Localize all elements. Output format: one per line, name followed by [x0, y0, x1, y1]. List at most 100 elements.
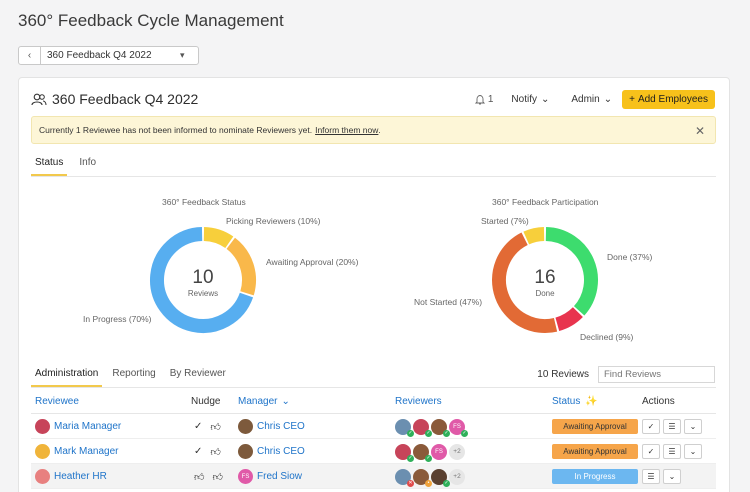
donut-center-number: 16: [534, 267, 555, 288]
bell-icon: [474, 95, 485, 105]
cycle-selector[interactable]: ‹ 360 Feedback Q4 2022 ▾: [18, 46, 199, 65]
avatar: ✓: [395, 418, 414, 437]
sparkle-icon: ✨: [585, 396, 598, 407]
avatar: ✓: [395, 443, 414, 462]
thumbs-up-icon[interactable]: 👍︎: [210, 446, 221, 458]
donut-slice-declined[interactable]: [555, 307, 583, 332]
avatar: ✓: [413, 443, 432, 462]
tab-info[interactable]: Info: [79, 157, 97, 168]
list-button[interactable]: ☰: [663, 444, 681, 459]
more-reviewers[interactable]: +2: [449, 443, 465, 460]
thumbs-up-outline-icon[interactable]: 👍︎: [194, 471, 205, 483]
close-icon[interactable]: ✕: [694, 124, 705, 138]
avatar: ✓: [431, 418, 450, 437]
reviewee-cell: Heather HR: [35, 464, 107, 489]
col-status[interactable]: Status ✨: [552, 396, 598, 407]
more-dropdown-button[interactable]: ⌄: [663, 469, 681, 484]
col-status-label: Status: [552, 396, 581, 407]
participation-label-not-started: Not Started (47%): [414, 297, 483, 307]
col-reviewers: Reviewers: [395, 396, 442, 407]
avatar-initials: FS: [241, 473, 250, 480]
more-dropdown-button[interactable]: ⌄: [684, 444, 702, 459]
reviewee-name[interactable]: Mark Manager: [54, 446, 119, 457]
tab-by-reviewer[interactable]: By Reviewer: [169, 368, 226, 379]
col-manager[interactable]: Manager ⌄: [238, 396, 290, 407]
admin-menu[interactable]: Admin ⌄: [571, 94, 612, 105]
donut-slice-in-progress[interactable]: [150, 227, 254, 333]
table-tabs: Administration Reporting By Reviewer: [31, 364, 716, 388]
cycle-selector-value: 360 Feedback Q4 2022: [47, 50, 152, 61]
donut-slice-started[interactable]: [523, 227, 545, 245]
tab-status[interactable]: Status: [31, 154, 68, 176]
status-badge: Awaiting Approval: [552, 419, 638, 434]
list-button[interactable]: ☰: [663, 419, 681, 434]
status-cell: In Progress: [552, 464, 638, 489]
avatar: [238, 444, 253, 459]
status-label-picking: Picking Reviewers (10%): [226, 216, 321, 226]
table-row[interactable]: Maria Manager ✓ 👍︎ Chris CEO ✓ ✓ ✓ FS ✓ A…: [31, 414, 716, 439]
actions-cell: ☰ ⌄: [642, 464, 681, 489]
table-row[interactable]: Mark Manager ✓ 👍︎ Chris CEO ✓ ✓ FS +2 Aw…: [31, 439, 716, 464]
tab-administration[interactable]: Administration: [31, 364, 103, 387]
donut-slice-not-started[interactable]: [492, 232, 558, 333]
col-reviewee[interactable]: Reviewee: [35, 396, 79, 407]
reviewers-cell[interactable]: ✓ ✓ FS +2: [395, 439, 465, 464]
avatar: FS ✓: [449, 418, 468, 437]
people-icon: [31, 93, 47, 105]
avatar: [35, 444, 50, 459]
notify-menu[interactable]: Notify ⌄: [511, 94, 549, 105]
approve-button[interactable]: ✓: [642, 444, 660, 459]
manager-name[interactable]: Chris CEO: [257, 421, 305, 432]
approve-button[interactable]: ✓: [642, 419, 660, 434]
thumbs-up-icon[interactable]: 👍︎: [210, 421, 221, 433]
check-badge-icon: ✓: [407, 454, 414, 462]
inform-link[interactable]: Inform them now: [315, 125, 379, 135]
tab-reporting[interactable]: Reporting: [112, 368, 156, 379]
donut-slice-picking-reviewers[interactable]: [203, 227, 234, 249]
status-cell: Awaiting Approval: [552, 414, 638, 439]
reviewee-name[interactable]: Maria Manager: [54, 421, 122, 432]
donut-slice-done[interactable]: [545, 227, 598, 316]
participation-label-done: Done (37%): [607, 252, 653, 262]
table-row[interactable]: Heather HR 👍︎ 👍︎ FS Fred Siow ✕ • ✓ +2 I…: [31, 464, 716, 489]
avatar: ✓: [413, 418, 432, 437]
notifications-button[interactable]: 1: [474, 94, 494, 105]
find-reviews-input[interactable]: [598, 366, 715, 383]
avatar: ✓: [431, 468, 450, 487]
chevron-left-icon[interactable]: ‹: [19, 47, 41, 64]
manager-name[interactable]: Chris CEO: [257, 446, 305, 457]
status-label-progress: In Progress (70%): [83, 314, 152, 324]
list-button[interactable]: ☰: [642, 469, 660, 484]
bell-count: 1: [487, 94, 494, 105]
manager-cell: Chris CEO: [238, 439, 305, 464]
status-chart-title: 360° Feedback Status: [162, 197, 246, 207]
header-actions: 1 Notify ⌄ Admin ⌄ + Add Employees: [474, 90, 715, 109]
add-employees-button[interactable]: + Add Employees: [622, 90, 715, 109]
more-dropdown-button[interactable]: ⌄: [684, 419, 702, 434]
nudge-cell: 👍︎ 👍︎: [194, 464, 223, 489]
nudge-cell: ✓ 👍︎: [194, 414, 221, 439]
notify-label: Notify: [511, 94, 537, 105]
check-icon: ✓: [194, 446, 203, 457]
donut-slice-awaiting-approval[interactable]: [226, 237, 256, 296]
status-badge: Awaiting Approval: [552, 444, 638, 459]
reviewers-cell[interactable]: ✓ ✓ ✓ FS ✓: [395, 414, 468, 439]
avatar: [35, 419, 50, 434]
reviewers-cell[interactable]: ✕ • ✓ +2: [395, 464, 465, 489]
thumbs-up-icon[interactable]: 👍︎: [212, 471, 223, 483]
reviewee-name[interactable]: Heather HR: [54, 471, 107, 482]
donut-center-number: 10: [192, 267, 213, 288]
manager-name[interactable]: Fred Siow: [257, 471, 303, 482]
participation-label-declined: Declined (9%): [580, 332, 634, 342]
more-reviewers[interactable]: +2: [449, 468, 465, 485]
table-header: Reviewee Nudge Manager ⌄ Reviewers Statu…: [31, 388, 716, 414]
manager-cell: FS Fred Siow: [238, 464, 302, 489]
col-actions: Actions: [642, 396, 675, 407]
info-banner: Currently 1 Reviewee has not been inform…: [31, 116, 716, 144]
avatar: FS: [431, 443, 447, 460]
avatar: ✕: [395, 468, 414, 487]
card-header: 360 Feedback Q4 2022: [31, 91, 198, 107]
chevron-down-icon: ▾: [180, 50, 185, 60]
